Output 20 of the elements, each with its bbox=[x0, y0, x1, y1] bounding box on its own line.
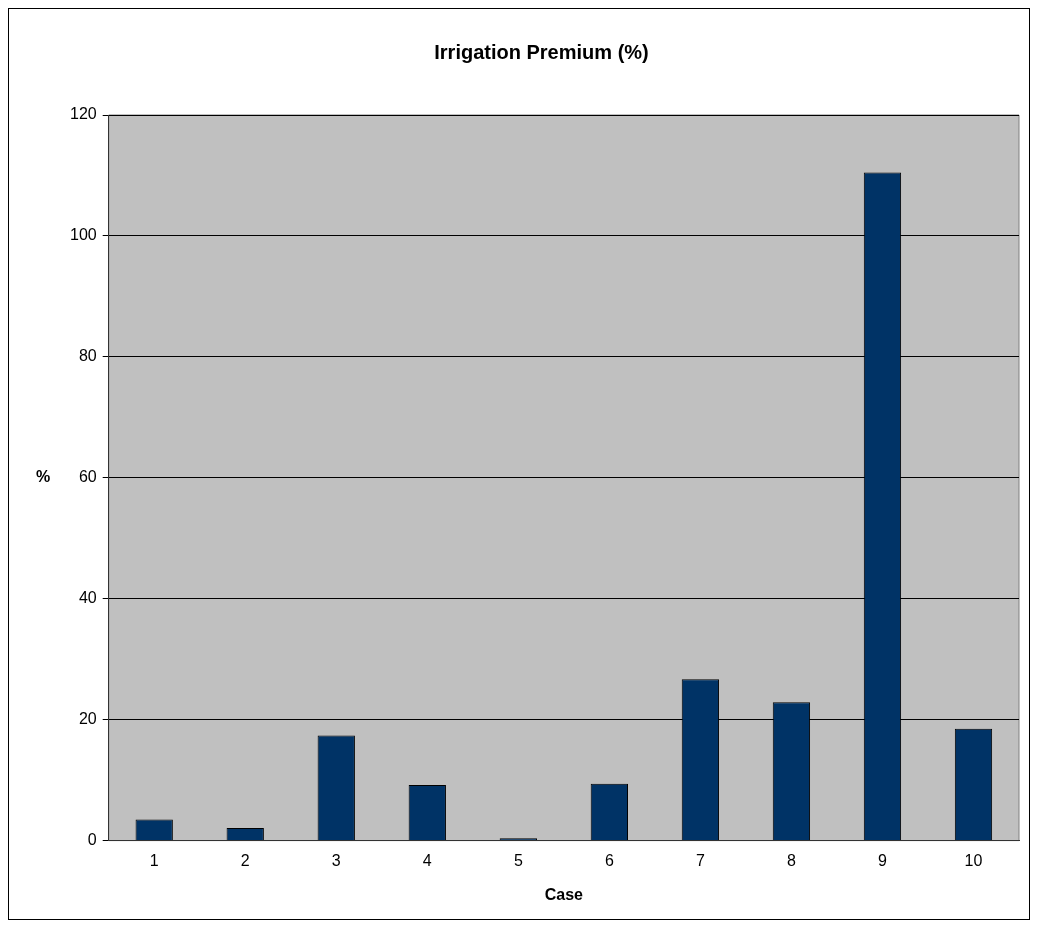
x-tick-label: 7 bbox=[695, 851, 705, 869]
x-tick-label: 10 bbox=[964, 851, 983, 869]
x-tick-label: 6 bbox=[604, 851, 614, 869]
y-tick-label: 20 bbox=[78, 710, 97, 728]
x-tick-label: 3 bbox=[331, 851, 341, 869]
y-tick-label: 0 bbox=[87, 831, 97, 849]
y-tick-label: 60 bbox=[78, 468, 97, 486]
y-tick-label: 120 bbox=[69, 105, 97, 123]
y-axis-title: % bbox=[35, 468, 51, 486]
x-tick-label: 1 bbox=[149, 851, 159, 869]
y-tick-label: 40 bbox=[78, 589, 97, 607]
x-tick-label: 2 bbox=[240, 851, 250, 869]
x-tick-label: 8 bbox=[786, 851, 796, 869]
x-tick-label: 9 bbox=[878, 851, 887, 869]
y-tick-label: 100 bbox=[69, 226, 97, 244]
x-tick-label: 5 bbox=[513, 851, 523, 869]
y-tick-label: 80 bbox=[78, 347, 97, 365]
chart-title: Irrigation Premium (%) bbox=[434, 40, 649, 63]
x-axis-title: Case bbox=[544, 885, 584, 903]
x-tick-label: 4 bbox=[422, 851, 432, 869]
